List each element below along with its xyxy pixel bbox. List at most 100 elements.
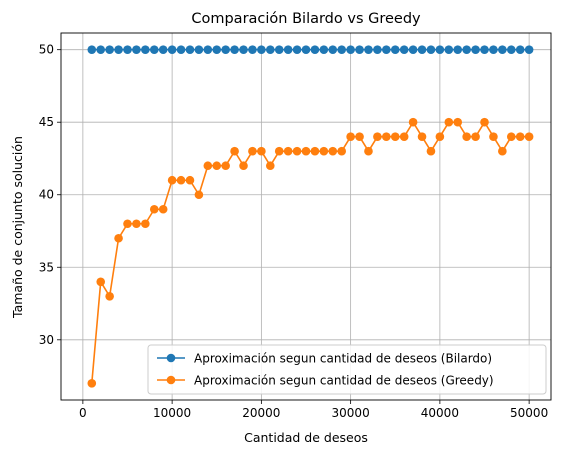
x-tick-label: 50000	[510, 406, 548, 420]
data-point	[158, 45, 168, 54]
data-point	[355, 45, 364, 54]
data-point	[230, 146, 239, 156]
data-point	[239, 45, 248, 54]
data-point	[444, 117, 454, 127]
data-point	[301, 45, 311, 54]
data-point	[96, 45, 106, 54]
data-point	[346, 132, 355, 142]
data-point	[248, 45, 257, 54]
y-tick-label: 50	[39, 43, 54, 57]
data-point	[221, 45, 230, 54]
data-point	[426, 45, 436, 54]
data-point	[364, 45, 373, 54]
legend-box	[147, 344, 547, 395]
data-point	[328, 146, 338, 156]
data-point	[382, 45, 391, 54]
data-point	[310, 45, 320, 54]
legend-marker	[166, 353, 176, 363]
data-point	[212, 45, 222, 54]
legend-marker	[166, 375, 176, 385]
data-point	[158, 204, 168, 214]
data-point	[239, 161, 248, 171]
data-point	[185, 175, 195, 185]
data-point	[283, 146, 293, 156]
legend: Aproximación segun cantidad de deseos (B…	[147, 344, 547, 395]
y-tick-label: 30	[39, 333, 54, 347]
x-axis-label: Cantidad de deseos	[244, 430, 368, 445]
data-point	[453, 117, 463, 127]
data-point	[435, 45, 445, 54]
data-point	[480, 117, 489, 127]
data-point	[265, 161, 275, 171]
data-point	[408, 45, 418, 54]
data-point	[194, 45, 204, 54]
data-point	[319, 146, 329, 156]
data-point	[274, 45, 284, 54]
x-axis: 0 10000 20000 30000 40000 50000	[79, 400, 548, 420]
y-tick-label: 40	[39, 188, 54, 202]
data-point	[292, 45, 302, 54]
data-point	[185, 45, 195, 54]
data-point	[167, 45, 177, 54]
data-point	[194, 190, 204, 200]
data-point	[399, 45, 409, 54]
data-point	[417, 132, 427, 142]
data-point	[328, 45, 338, 54]
x-tick-label: 20000	[242, 406, 280, 420]
data-point	[489, 45, 498, 54]
y-axis-label: Tamaño de conjunto solución	[10, 136, 25, 319]
data-point	[337, 45, 347, 54]
data-point	[274, 146, 284, 156]
data-point	[435, 132, 445, 142]
legend-label: Aproximación segun cantidad de deseos (B…	[194, 352, 492, 366]
data-point	[462, 132, 471, 142]
x-tick-label: 30000	[332, 406, 370, 420]
data-point	[471, 45, 480, 54]
data-point	[141, 219, 150, 229]
data-point	[221, 161, 230, 171]
data-point	[319, 45, 329, 54]
data-point	[346, 45, 355, 54]
data-point	[515, 132, 525, 142]
data-point	[524, 45, 534, 54]
data-point	[105, 291, 114, 301]
data-point	[265, 45, 275, 54]
data-point	[96, 277, 106, 287]
series-1	[87, 117, 534, 388]
data-point	[141, 45, 150, 54]
data-point	[123, 45, 132, 54]
data-point	[399, 132, 409, 142]
x-tick-label: 40000	[421, 406, 459, 420]
data-point	[292, 146, 302, 156]
y-axis: 30 35 40 45 50	[39, 43, 61, 347]
data-point	[176, 45, 186, 54]
data-point	[257, 146, 266, 156]
x-tick-label: 10000	[153, 406, 191, 420]
data-point	[382, 132, 391, 142]
data-point	[176, 175, 186, 185]
data-point	[230, 45, 239, 54]
legend-label: Aproximación segun cantidad de deseos (G…	[194, 374, 494, 388]
data-point	[337, 146, 347, 156]
data-point	[355, 132, 364, 142]
axes-frame	[60, 32, 552, 401]
series-layer	[87, 45, 534, 388]
data-point	[453, 45, 463, 54]
data-point	[203, 45, 213, 54]
data-point	[506, 45, 516, 54]
data-point	[203, 161, 213, 171]
data-point	[417, 45, 427, 54]
data-point	[515, 45, 525, 54]
data-point	[489, 132, 498, 142]
data-point	[390, 132, 400, 142]
chart-title: Comparación Bilardo vs Greedy	[191, 11, 421, 27]
data-point	[301, 146, 311, 156]
data-point	[248, 146, 257, 156]
data-point	[506, 132, 516, 142]
data-point	[498, 146, 507, 156]
data-point	[149, 204, 159, 214]
y-tick-label: 35	[39, 260, 54, 274]
data-point	[283, 45, 293, 54]
data-point	[132, 45, 141, 54]
